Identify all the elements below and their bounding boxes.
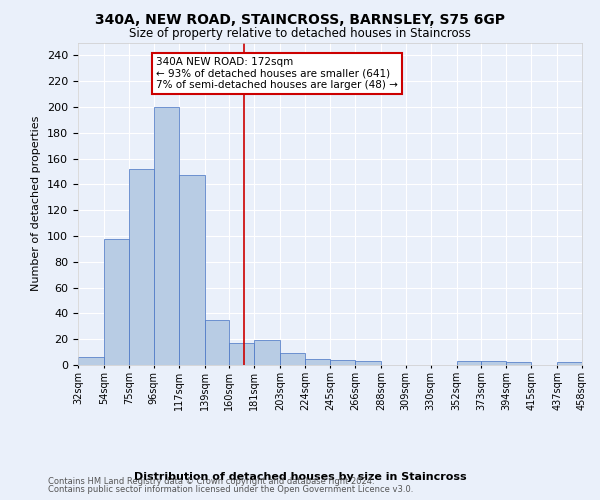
Bar [305,358,330,365]
Bar [457,361,481,365]
Text: Contains public sector information licensed under the Open Government Licence v3: Contains public sector information licen… [48,484,413,494]
Bar [280,354,305,365]
Bar [557,362,582,365]
Text: Size of property relative to detached houses in Staincross: Size of property relative to detached ho… [129,28,471,40]
Bar [481,361,506,365]
Text: Distribution of detached houses by size in Staincross: Distribution of detached houses by size … [134,472,466,482]
Bar [254,340,280,365]
Text: Contains HM Land Registry data © Crown copyright and database right 2024.: Contains HM Land Registry data © Crown c… [48,477,374,486]
Y-axis label: Number of detached properties: Number of detached properties [31,116,41,292]
Bar [104,238,129,365]
Bar [129,169,154,365]
Bar [229,343,254,365]
Bar [506,362,531,365]
Bar [355,361,381,365]
Bar [205,320,229,365]
Text: 340A, NEW ROAD, STAINCROSS, BARNSLEY, S75 6GP: 340A, NEW ROAD, STAINCROSS, BARNSLEY, S7… [95,12,505,26]
Text: 340A NEW ROAD: 172sqm
← 93% of detached houses are smaller (641)
7% of semi-deta: 340A NEW ROAD: 172sqm ← 93% of detached … [156,57,398,90]
Bar [154,107,179,365]
Bar [179,176,205,365]
Bar [78,358,104,365]
Bar [330,360,355,365]
